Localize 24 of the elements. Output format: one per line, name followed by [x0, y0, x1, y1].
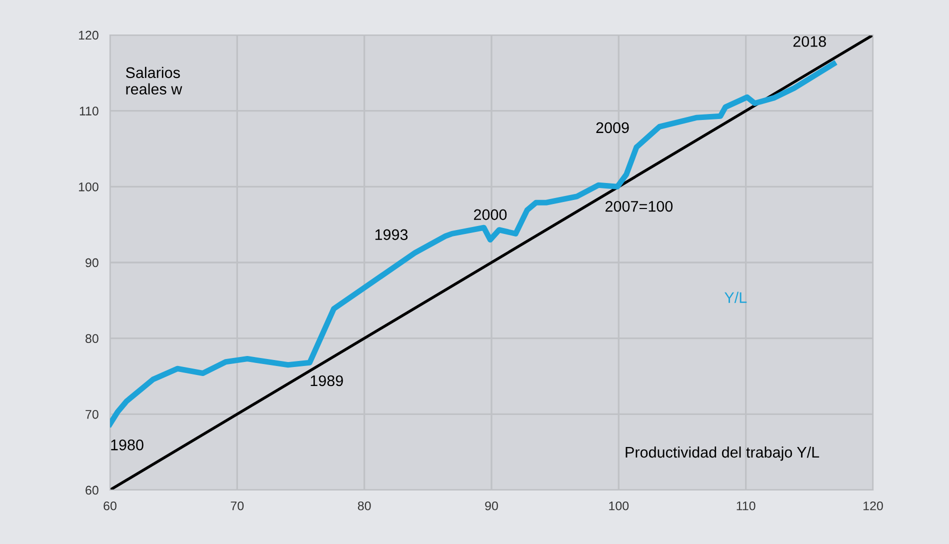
x-tick-label: 90: [485, 501, 498, 510]
x-tick-label: 80: [358, 501, 371, 510]
annotation: 1989: [310, 375, 343, 386]
annotation: 2018: [793, 36, 826, 47]
x-tick-label: 110: [736, 501, 756, 510]
annotation: 1993: [375, 229, 408, 240]
y-tick-label: 70: [86, 410, 98, 419]
x-tick-label: 70: [230, 501, 244, 510]
x-tick-label: 60: [104, 501, 116, 510]
x-tick-label: 100: [609, 501, 629, 510]
annotation: 2000: [474, 209, 507, 220]
y-tick-label: 90: [86, 258, 98, 268]
y-tick-label: 120: [78, 30, 98, 40]
y-tick-label: 60: [86, 486, 98, 495]
annotation: 1980: [111, 440, 144, 450]
annotation: 2009: [596, 122, 629, 134]
y-tick-label: 110: [80, 106, 98, 116]
annotation: 2007=100: [606, 200, 673, 212]
y-tick-label: 100: [78, 182, 98, 192]
y-tick-label: 80: [86, 334, 98, 343]
x-tick-label: 120: [864, 501, 883, 510]
text: Y/L: [724, 292, 747, 303]
x-axis-title: Productividad del trabajo Y/L: [626, 446, 820, 461]
y-axis-title: Salarios reales w: [126, 66, 182, 95]
